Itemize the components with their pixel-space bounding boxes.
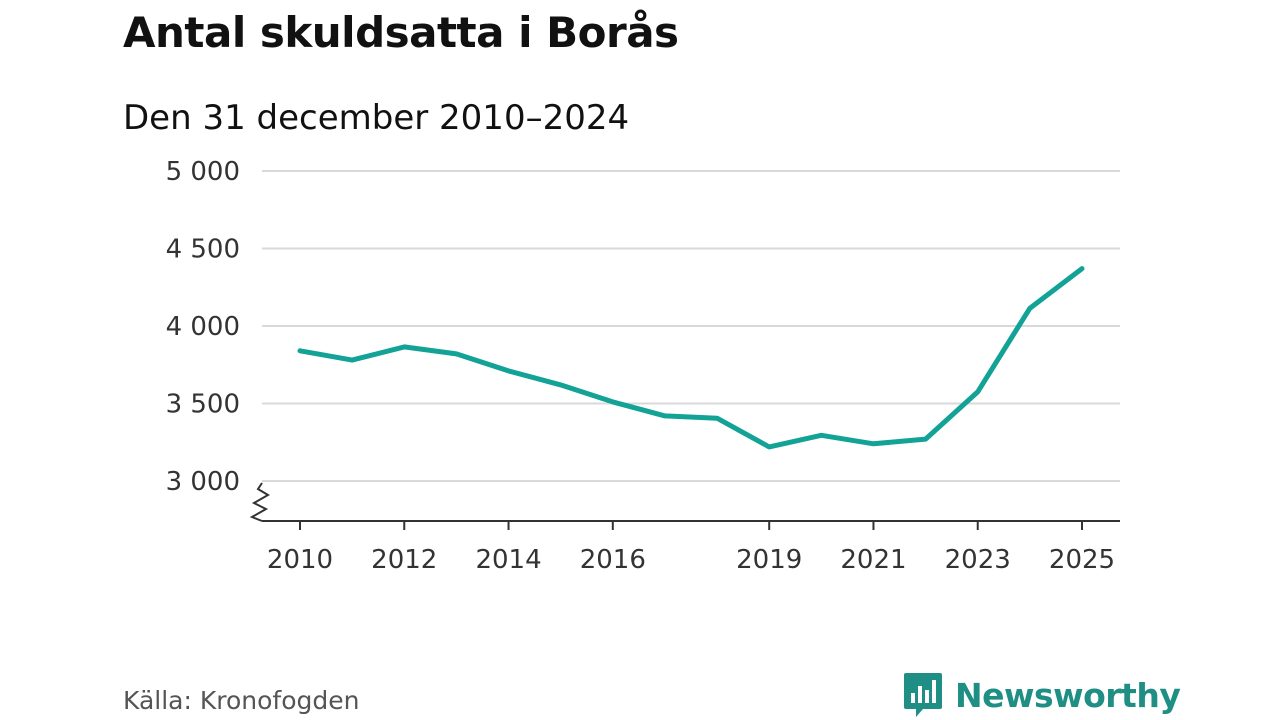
- x-tick-label: 2025: [1049, 545, 1115, 575]
- source-note: Källa: Kronofogden: [123, 686, 360, 715]
- x-tick-label: 2012: [371, 545, 437, 575]
- bar-chart-speech-bubble-icon: [904, 673, 942, 717]
- x-tick-label: 2016: [580, 545, 646, 575]
- chart-subtitle: Den 31 december 2010–2024: [123, 98, 630, 138]
- y-tick-label: 3 500: [166, 390, 240, 420]
- series-line: [297, 266, 1085, 450]
- x-tick-label: 2010: [267, 545, 333, 575]
- y-tick-label: 4 000: [166, 312, 240, 342]
- y-tick-label: 3 000: [166, 467, 240, 497]
- x-tick-label: 2019: [736, 545, 802, 575]
- brand-logo: Newsworthy: [903, 671, 1181, 719]
- x-tick-label: 2014: [475, 545, 541, 575]
- y-tick-label: 4 500: [166, 235, 240, 265]
- x-tick-label: 2021: [840, 545, 906, 575]
- chart-title: Antal skuldsatta i Borås: [123, 8, 679, 57]
- x-tick-label: 2023: [945, 545, 1011, 575]
- axis-break-icon: [249, 482, 270, 522]
- y-tick-label: 5 000: [166, 157, 240, 187]
- brand-name: Newsworthy: [955, 675, 1181, 715]
